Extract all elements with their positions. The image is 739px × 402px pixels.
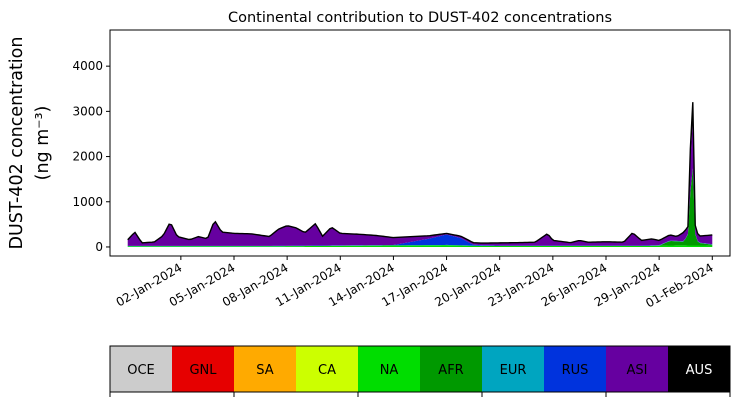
legend-swatch-na — [358, 346, 421, 392]
legend-label-asi: ASI — [627, 363, 648, 378]
legend-label-aus: AUS — [686, 363, 713, 378]
total-outline — [127, 102, 713, 244]
legend-label-rus: RUS — [562, 363, 589, 378]
legend-swatch-eur — [482, 346, 545, 392]
legend-label-na: NA — [380, 363, 399, 378]
y-axis-label-line2: (ng m⁻³) — [33, 106, 53, 181]
chart-title: Continental contribution to DUST-402 con… — [228, 10, 612, 26]
legend-swatch-afr — [420, 346, 483, 392]
legend-swatch-rus — [544, 346, 607, 392]
legend-label-gnl: GNL — [189, 363, 217, 378]
legend-colorbar: OCE GNL SA CA NA AFR EUR RUS ASI AUS — [109, 345, 731, 397]
y-tick-label: 0 — [95, 240, 103, 254]
legend-swatch-oce — [110, 346, 173, 392]
area-na — [127, 245, 713, 247]
y-tick-label: 3000 — [72, 104, 103, 118]
y-axis: 0 1000 2000 3000 4000 — [72, 59, 110, 254]
legend-label-oce: OCE — [127, 363, 155, 378]
legend-label-afr: AFR — [438, 363, 463, 378]
legend-swatch-ca — [296, 346, 359, 392]
x-axis: 02-Jan-202405-Jan-202408-Jan-202411-Jan-… — [114, 256, 716, 310]
legend-label-eur: EUR — [500, 363, 527, 378]
legend-frame — [109, 345, 731, 393]
y-axis-label-line1: DUST-402 concentration — [7, 37, 27, 250]
y-tick-label: 4000 — [72, 59, 103, 73]
y-tick-label: 1000 — [72, 195, 103, 209]
legend-label-sa: SA — [256, 363, 273, 378]
legend-swatch-aus — [668, 346, 731, 392]
y-axis-label: DUST-402 concentration (ng m⁻³) — [7, 37, 53, 250]
legend-swatch-sa — [234, 346, 297, 392]
plot-frame — [109, 29, 731, 257]
legend-label-ca: CA — [318, 363, 336, 378]
area-asi — [127, 120, 713, 246]
legend-swatch-gnl — [172, 346, 235, 392]
y-tick-label: 2000 — [72, 150, 103, 164]
stacked-areas — [127, 102, 713, 247]
legend-swatch-asi — [606, 346, 669, 392]
